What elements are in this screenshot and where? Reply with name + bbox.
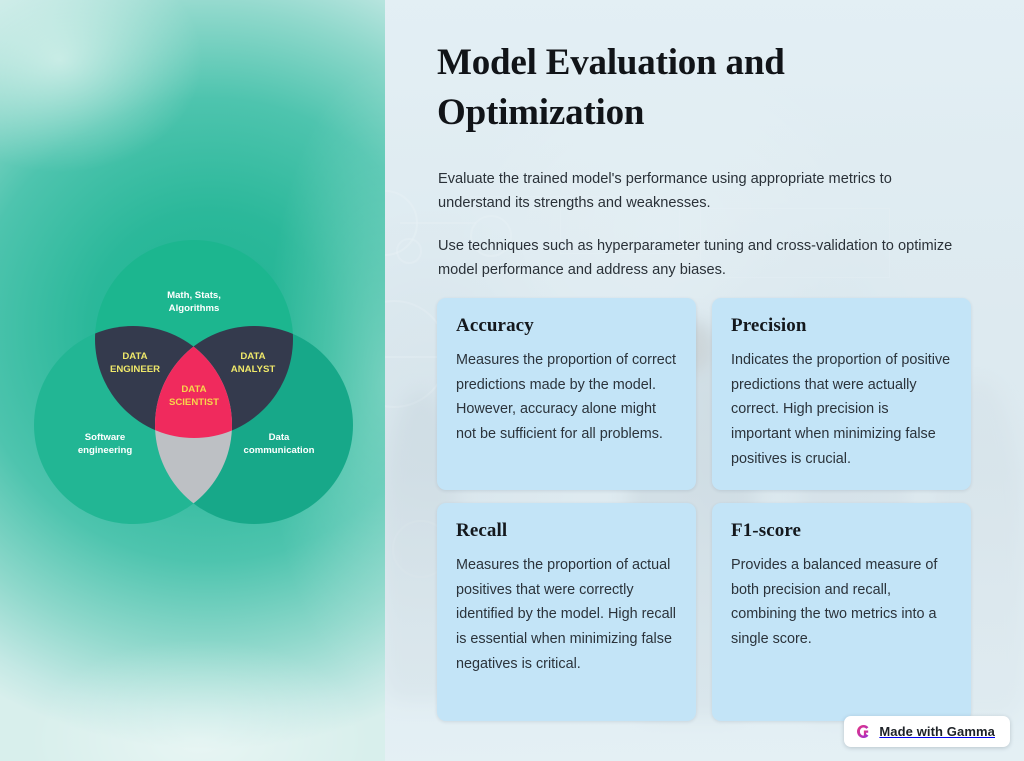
venn-diagram: Math, Stats, Algorithms Software enginee… <box>25 232 365 532</box>
metric-card-recall[interactable]: Recall Measures the proportion of actual… <box>437 503 696 721</box>
metric-card-body: Measures the proportion of correct predi… <box>456 352 676 442</box>
venn-label-right-line1: Data <box>269 432 290 443</box>
metric-card-f1-score[interactable]: F1-score Provides a balanced measure of … <box>712 503 971 721</box>
venn-label-data-engineer-line2: ENGINEER <box>110 364 160 375</box>
intro-paragraph-2: Use techniques such as hyperparameter tu… <box>438 238 953 278</box>
venn-label-data-analyst-line2: ANALYST <box>231 364 276 375</box>
metric-cards-grid: Accuracy Measures the proportion of corr… <box>437 298 971 721</box>
metric-card-title: Accuracy <box>456 315 534 336</box>
venn-label-data-analyst-line1: DATA <box>240 351 265 362</box>
venn-label-data-engineer-line1: DATA <box>122 351 147 362</box>
venn-label-right-line2: communication <box>244 445 315 456</box>
made-with-gamma-badge[interactable]: Made with Gamma <box>844 716 1010 747</box>
venn-label-top-line2: Algorithms <box>169 303 220 314</box>
intro-paragraph-1: Evaluate the trained model's performance… <box>438 171 892 211</box>
metric-card-body: Measures the proportion of actual positi… <box>456 557 676 672</box>
metric-card-accuracy[interactable]: Accuracy Measures the proportion of corr… <box>437 298 696 490</box>
venn-label-left-line2: engineering <box>78 445 133 456</box>
content-column: Model Evaluation and Optimization Evalua… <box>385 0 1024 761</box>
metric-card-body: Provides a balanced measure of both prec… <box>731 557 938 647</box>
gamma-badge-label: Made with Gamma <box>879 724 995 739</box>
metric-card-body: Indicates the proportion of positive pre… <box>731 352 951 467</box>
venn-label-data-scientist-line1: DATA <box>181 384 206 395</box>
metric-card-title: F1-score <box>731 520 802 541</box>
metric-card-precision[interactable]: Precision Indicates the proportion of po… <box>712 298 971 490</box>
venn-label-data-scientist-line2: SCIENTIST <box>169 397 219 408</box>
gamma-logo-icon <box>857 725 869 738</box>
venn-label-top-line1: Math, Stats, <box>167 290 221 301</box>
venn-overlap-center <box>155 326 232 438</box>
metric-card-title: Precision <box>731 315 807 336</box>
metric-card-title: Recall <box>456 520 508 541</box>
venn-label-left-line1: Software <box>85 432 126 443</box>
page-title: Model Evaluation and Optimization <box>437 42 785 133</box>
